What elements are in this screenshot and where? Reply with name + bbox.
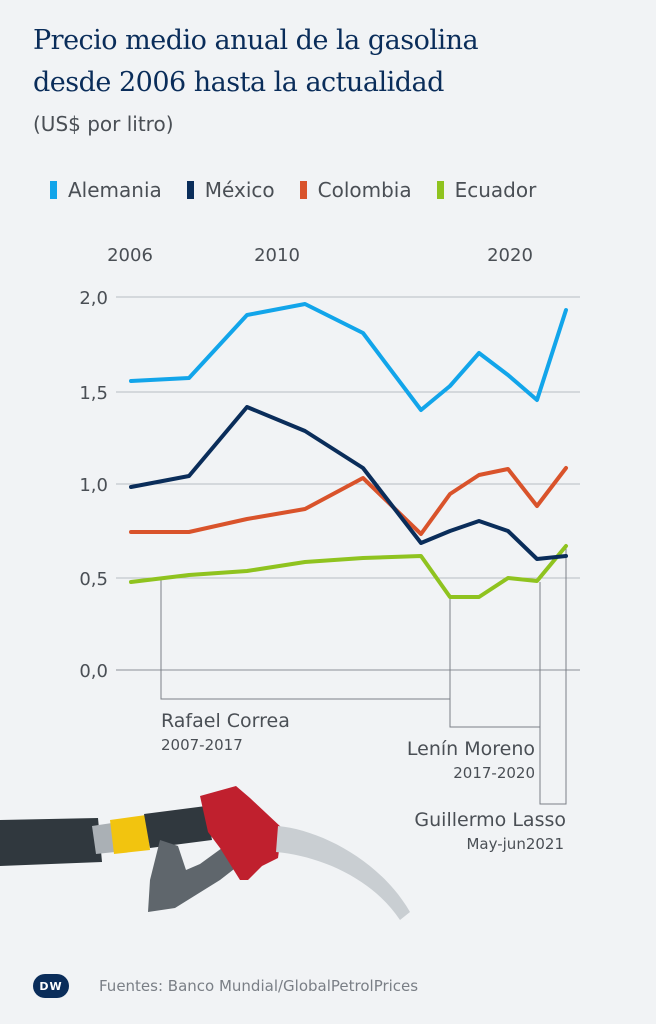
source-text: Fuentes: Banco Mundial/GlobalPetrolPrice… (99, 977, 419, 995)
y-tick-0-5: 0,5 (79, 569, 108, 590)
annotation-brackets (160, 548, 567, 805)
x-tick-2006: 2006 (107, 245, 153, 266)
legend-swatch-icon (50, 181, 57, 199)
annotation-correa-years: 2007-2017 (161, 736, 243, 754)
legend-label: México (204, 178, 275, 202)
annotation-lasso-name: Guillermo Lasso (414, 809, 566, 831)
legend-item-mexico: México (186, 178, 275, 202)
annotation-moreno-name: Lenín Moreno (407, 738, 535, 760)
legend-swatch-icon (299, 181, 307, 199)
title-line-2: desde 2006 hasta la actualidad (33, 67, 444, 98)
legend-item-ecuador: Ecuador (436, 178, 537, 202)
series-line-ecuador (129, 544, 568, 599)
y-tick-2-0: 2,0 (79, 288, 108, 309)
series-line-mexico (129, 405, 568, 561)
y-tick-1-5: 1,5 (79, 383, 108, 404)
legend-item-colombia: Colombia (299, 178, 412, 202)
legend-swatch-icon (436, 181, 444, 199)
dw-logo-icon: DW (33, 974, 69, 998)
legend-label: Colombia (317, 178, 412, 202)
title-line-1: Precio medio anual de la gasolina (33, 25, 479, 56)
chart-subtitle: (US$ por litro) (33, 112, 174, 136)
series-line-colombia (129, 466, 568, 536)
annotation-lasso-years: May-jun2021 (466, 835, 564, 853)
series-line-alemania (129, 302, 568, 412)
footer: DW Fuentes: Banco Mundial/GlobalPetrolPr… (33, 974, 418, 998)
fuel-nozzle-icon (0, 786, 410, 920)
x-tick-2020: 2020 (487, 245, 533, 266)
annotation-correa-name: Rafael Correa (161, 710, 290, 732)
legend-label: Alemania (68, 178, 162, 202)
annotation-moreno-years: 2017-2020 (453, 764, 535, 782)
chart-title: Precio medio anual de la gasolina desde … (33, 20, 633, 104)
y-tick-0-0: 0,0 (79, 661, 108, 682)
legend: Alemania México Colombia Ecuador (50, 178, 536, 202)
legend-swatch-icon (186, 181, 194, 199)
x-tick-2010: 2010 (254, 245, 300, 266)
gridlines (116, 296, 580, 671)
y-tick-1-0: 1,0 (79, 475, 108, 496)
legend-item-alemania: Alemania (50, 178, 162, 202)
legend-label: Ecuador (454, 178, 537, 202)
